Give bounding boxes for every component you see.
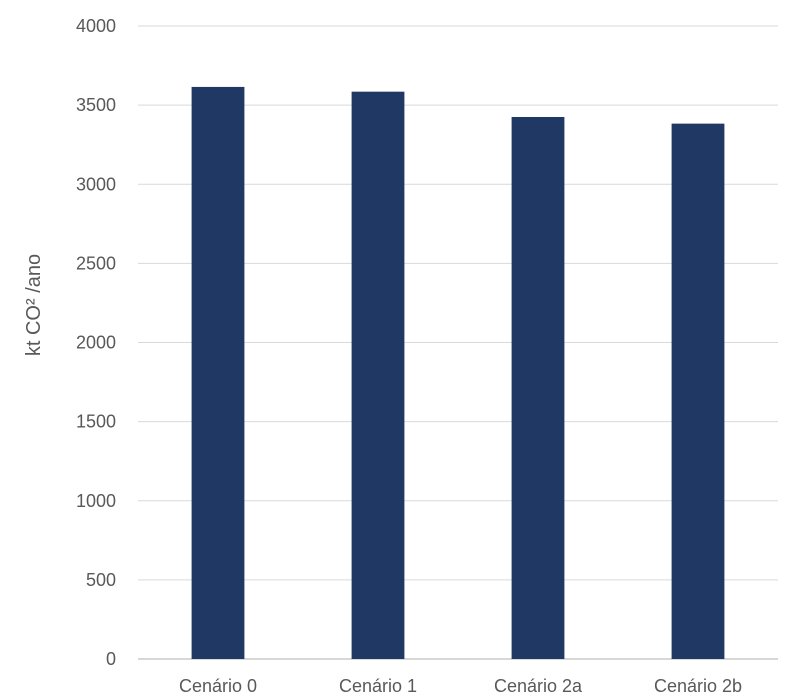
y-tick-label: 0 [106,649,116,669]
y-tick-label: 3500 [76,95,116,115]
x-tick-label: Cenário 0 [179,676,257,696]
bar [351,91,405,659]
bar [511,116,565,659]
gridlines [138,25,778,660]
bar [671,123,725,659]
y-tick-label: 3000 [76,174,116,194]
x-axis-ticks: Cenário 0 Cenário 1 Cenário 2a Cenário 2b [179,676,742,696]
x-tick-label: Cenário 2b [654,676,742,696]
y-tick-label: 4000 [76,16,116,36]
y-axis-ticks: 0 500 1000 1500 2000 2500 3000 3500 4000 [76,16,116,669]
y-tick-label: 1500 [76,412,116,432]
y-tick-label: 1000 [76,491,116,511]
bar [191,86,245,659]
y-axis-title: kt CO² /ano [23,254,45,356]
bars [191,86,725,659]
y-tick-label: 500 [86,570,116,590]
x-tick-label: Cenário 2a [494,676,583,696]
y-tick-label: 2000 [76,333,116,353]
y-tick-label: 2500 [76,253,116,273]
x-tick-label: Cenário 1 [339,676,417,696]
